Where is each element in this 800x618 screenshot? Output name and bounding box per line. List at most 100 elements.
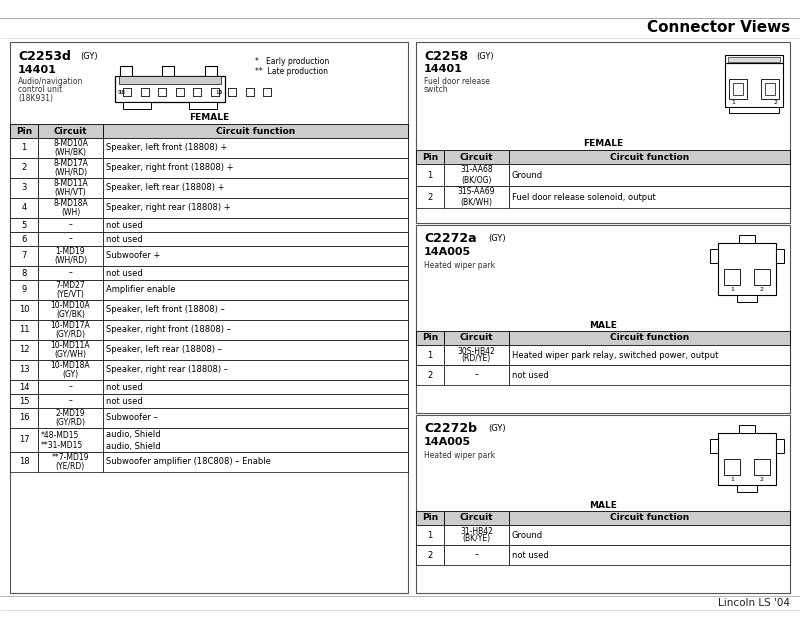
Text: 1: 1: [730, 287, 734, 292]
Bar: [10, 246, 38, 266]
Text: 10: 10: [18, 305, 30, 315]
Text: 8: 8: [22, 268, 26, 277]
Bar: [729, 79, 747, 99]
Bar: [193, 88, 201, 96]
Bar: [509, 331, 790, 345]
Bar: [509, 525, 790, 545]
Bar: [725, 63, 783, 107]
Text: Fuel door release solenoid, output: Fuel door release solenoid, output: [512, 192, 656, 201]
Bar: [10, 138, 38, 158]
Text: Ground: Ground: [512, 530, 543, 540]
Bar: [123, 102, 151, 109]
Bar: [416, 150, 444, 164]
Text: Lincoln LS '04: Lincoln LS '04: [718, 598, 790, 608]
Text: 4: 4: [22, 203, 26, 213]
Text: (RD/YE): (RD/YE): [462, 355, 491, 363]
Text: 8-MD11A: 8-MD11A: [53, 179, 88, 188]
Bar: [416, 545, 444, 565]
Text: 10-MD11A: 10-MD11A: [50, 342, 90, 350]
Bar: [416, 42, 790, 223]
Bar: [10, 300, 38, 320]
Text: Pin: Pin: [422, 153, 438, 161]
Bar: [103, 300, 408, 320]
Text: **  Late production: ** Late production: [255, 67, 328, 77]
Text: Circuit: Circuit: [54, 127, 87, 135]
Bar: [416, 164, 444, 186]
Text: not used: not used: [512, 551, 549, 559]
Bar: [10, 158, 38, 178]
Bar: [509, 511, 790, 525]
Text: (WH/RD): (WH/RD): [54, 255, 87, 265]
Text: MALE: MALE: [589, 501, 617, 509]
Bar: [189, 102, 217, 109]
Text: (YE/VT): (YE/VT): [57, 289, 85, 298]
Bar: [416, 186, 444, 208]
Bar: [444, 345, 509, 365]
Text: C2258: C2258: [424, 49, 468, 62]
Text: not used: not used: [106, 234, 142, 243]
Text: Subwoofer –: Subwoofer –: [106, 413, 158, 423]
Text: Pin: Pin: [422, 514, 438, 522]
Text: 31S-AA69: 31S-AA69: [458, 187, 495, 197]
Bar: [228, 88, 236, 96]
Text: (WH/VT): (WH/VT): [54, 187, 86, 197]
Bar: [38, 408, 103, 428]
Bar: [509, 186, 790, 208]
Text: Ground: Ground: [512, 171, 543, 179]
Bar: [739, 235, 755, 243]
Text: Circuit: Circuit: [460, 514, 494, 522]
Text: C2272a: C2272a: [424, 232, 477, 245]
Text: Speaker, right rear (18808) +: Speaker, right rear (18808) +: [106, 203, 230, 213]
Text: 2: 2: [22, 164, 26, 172]
Bar: [38, 300, 103, 320]
Bar: [444, 545, 509, 565]
Bar: [710, 249, 718, 263]
Bar: [729, 107, 779, 113]
Bar: [765, 83, 775, 95]
Text: 14401: 14401: [18, 65, 57, 75]
Text: Circuit: Circuit: [460, 153, 494, 161]
Bar: [10, 42, 408, 593]
Text: 2: 2: [760, 287, 764, 292]
Bar: [776, 439, 784, 453]
Bar: [38, 178, 103, 198]
Text: Subwoofer +: Subwoofer +: [106, 252, 160, 261]
Text: switch: switch: [424, 85, 449, 95]
Bar: [710, 439, 718, 453]
Text: Circuit function: Circuit function: [610, 153, 689, 161]
Bar: [718, 433, 776, 485]
Text: MALE: MALE: [589, 321, 617, 329]
Bar: [103, 428, 408, 452]
Bar: [416, 345, 444, 365]
Text: 18: 18: [118, 90, 125, 95]
Text: Speaker, left front (18808) +: Speaker, left front (18808) +: [106, 143, 227, 153]
Text: 18: 18: [18, 457, 30, 467]
Text: Connector Views: Connector Views: [646, 20, 790, 35]
Bar: [737, 295, 757, 302]
Text: 16: 16: [18, 413, 30, 423]
Bar: [416, 415, 790, 593]
Bar: [38, 198, 103, 218]
Text: –: –: [474, 551, 478, 559]
Text: 10-MD18A: 10-MD18A: [50, 362, 90, 371]
Bar: [509, 365, 790, 385]
Bar: [103, 232, 408, 246]
Text: 11: 11: [18, 326, 30, 334]
Text: FEMALE: FEMALE: [583, 138, 623, 148]
Bar: [103, 218, 408, 232]
Text: 10-MD10A: 10-MD10A: [50, 302, 90, 310]
Bar: [158, 88, 166, 96]
Text: 1: 1: [427, 171, 433, 179]
Text: 10-MD17A: 10-MD17A: [50, 321, 90, 331]
Bar: [10, 320, 38, 340]
Text: Heated wiper park: Heated wiper park: [424, 451, 495, 460]
Text: audio, Shield: audio, Shield: [106, 431, 161, 439]
Text: 15: 15: [18, 397, 30, 405]
Text: (GY/RD): (GY/RD): [55, 329, 86, 339]
Bar: [8, 40, 792, 595]
Bar: [115, 76, 225, 102]
Bar: [754, 269, 770, 285]
Bar: [724, 459, 740, 475]
Text: 6: 6: [22, 234, 26, 243]
Text: 10: 10: [215, 90, 222, 95]
